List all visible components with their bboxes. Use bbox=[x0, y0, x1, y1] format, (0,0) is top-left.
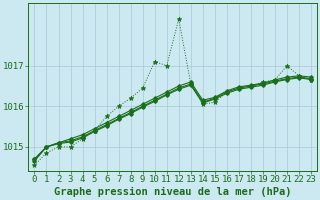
X-axis label: Graphe pression niveau de la mer (hPa): Graphe pression niveau de la mer (hPa) bbox=[54, 187, 292, 197]
